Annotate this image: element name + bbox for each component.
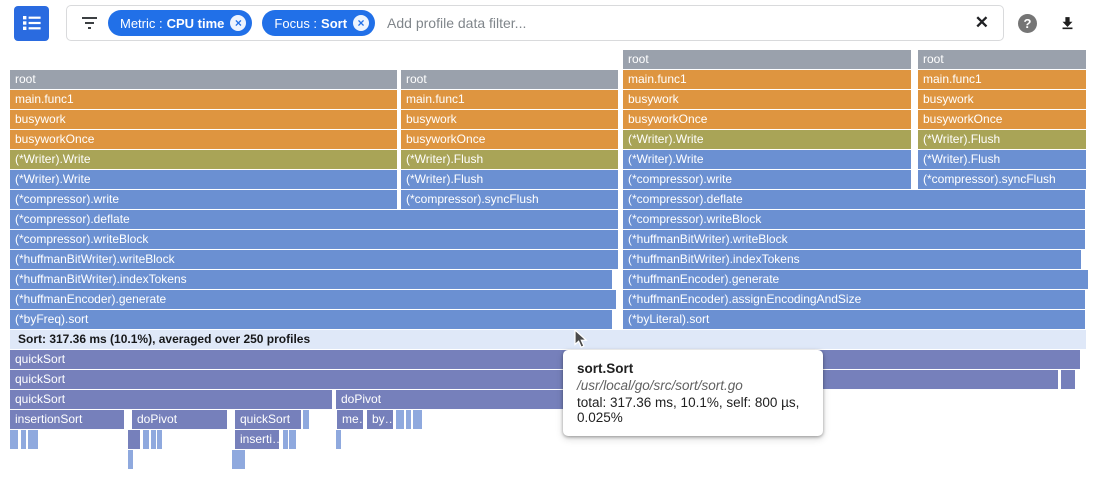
- flame-frame[interactable]: [1061, 370, 1075, 389]
- flame-frame[interactable]: main.func1: [10, 90, 397, 109]
- filter-bar[interactable]: Metric : CPU time × Focus : Sort × ✕: [66, 5, 1004, 41]
- filter-list-icon: [81, 16, 98, 30]
- flame-frame[interactable]: busywork: [918, 90, 1086, 109]
- flame-frame[interactable]: (*byFreq).sort: [10, 310, 612, 329]
- flame-frame[interactable]: doPivot: [132, 410, 227, 429]
- flame-frame[interactable]: busywork: [623, 90, 911, 109]
- flame-frame[interactable]: (*Writer).Write: [10, 170, 397, 189]
- chip-value: CPU time: [166, 15, 225, 31]
- flame-frame[interactable]: main.func1: [918, 70, 1086, 89]
- flame-frame[interactable]: quickSort: [10, 350, 1080, 369]
- flame-frame[interactable]: [33, 430, 38, 449]
- flame-frame[interactable]: [406, 410, 411, 429]
- toolbar: Metric : CPU time × Focus : Sort × ✕ ?: [0, 0, 1096, 46]
- flame-frame[interactable]: inserti…: [235, 430, 279, 449]
- chip-prefix: Metric :: [120, 15, 163, 31]
- flame-frame[interactable]: [28, 430, 33, 449]
- flame-frame[interactable]: (*Writer).Flush: [918, 150, 1086, 169]
- flame-frame[interactable]: busyworkOnce: [623, 110, 911, 129]
- selected-frame-summary-row[interactable]: Sort: 317.36 ms (10.1%), averaged over 2…: [10, 330, 1086, 349]
- flame-frame[interactable]: [240, 450, 245, 469]
- tooltip-stats: total: 317.36 ms, 10.1%, self: 800 µs, 0…: [577, 395, 800, 425]
- flame-frame[interactable]: [157, 430, 162, 449]
- flame-frame[interactable]: root: [623, 50, 911, 69]
- flame-frame[interactable]: insertionSort: [10, 410, 124, 429]
- flame-frame[interactable]: [417, 410, 422, 429]
- flame-frame[interactable]: [289, 430, 296, 449]
- flame-frame[interactable]: (*compressor).syncFlush: [401, 190, 618, 209]
- flame-frame[interactable]: [143, 430, 149, 449]
- flame-frame[interactable]: (*Writer).Write: [623, 130, 911, 149]
- flame-frame[interactable]: (*Writer).Flush: [918, 130, 1086, 149]
- chip-remove-icon[interactable]: ×: [353, 15, 370, 31]
- frame-tooltip: sort.Sort /usr/local/go/src/sort/sort.go…: [563, 350, 823, 436]
- clear-filters-icon[interactable]: ✕: [974, 13, 989, 32]
- flame-frame[interactable]: [303, 410, 309, 429]
- view-list-icon: [22, 15, 41, 31]
- flame-frame[interactable]: (*compressor).syncFlush: [918, 170, 1086, 189]
- flame-frame[interactable]: (*huffmanBitWriter).writeBlock: [623, 230, 1085, 249]
- flame-frame[interactable]: [128, 450, 133, 469]
- flame-frame[interactable]: (*compressor).deflate: [10, 210, 618, 229]
- flame-frame[interactable]: busyworkOnce: [401, 130, 618, 149]
- flame-frame[interactable]: [10, 430, 18, 449]
- flame-frame[interactable]: (*huffmanBitWriter).indexTokens: [10, 270, 612, 289]
- flame-frame[interactable]: busyworkOnce: [10, 130, 397, 149]
- chip-remove-icon[interactable]: ×: [230, 15, 247, 31]
- flame-frame[interactable]: (*huffmanEncoder).assignEncodingAndSize: [623, 290, 1085, 309]
- mouse-cursor: [574, 328, 588, 354]
- stack-list-toggle-button[interactable]: [14, 5, 49, 41]
- flame-frame[interactable]: (*compressor).writeBlock: [623, 210, 1085, 229]
- flame-frame[interactable]: (*huffmanEncoder).generate: [623, 270, 1088, 289]
- flame-frame[interactable]: [336, 430, 341, 449]
- flame-frame[interactable]: [21, 430, 26, 449]
- flame-frame[interactable]: busyworkOnce: [918, 110, 1086, 129]
- flame-frame[interactable]: (*compressor).writeBlock: [10, 230, 618, 249]
- flame-frame[interactable]: quickSort: [10, 390, 332, 409]
- flame-frame[interactable]: (*Writer).Write: [10, 150, 397, 169]
- flame-frame[interactable]: [232, 450, 237, 469]
- flame-frame[interactable]: [283, 430, 288, 449]
- flame-frame[interactable]: busywork: [401, 110, 618, 129]
- filter-input[interactable]: [385, 10, 971, 36]
- download-icon[interactable]: [1059, 15, 1076, 32]
- flame-frame[interactable]: quickSort: [10, 370, 1058, 389]
- flame-frame[interactable]: main.func1: [401, 90, 618, 109]
- flame-frame[interactable]: by…: [367, 410, 393, 429]
- flame-frame[interactable]: (*Writer).Flush: [401, 170, 618, 189]
- chip-prefix: Focus :: [274, 15, 318, 31]
- flame-frame[interactable]: [236, 450, 241, 469]
- flame-frame[interactable]: root: [918, 50, 1086, 69]
- flame-frame[interactable]: main.func1: [623, 70, 911, 89]
- flame-frame[interactable]: (*compressor).deflate: [623, 190, 1085, 209]
- flame-frame[interactable]: (*byLiteral).sort: [623, 310, 1085, 329]
- filter-chip-focus[interactable]: Focus : Sort ×: [262, 10, 376, 36]
- flame-frame[interactable]: [396, 410, 404, 429]
- tooltip-function-name: sort.Sort: [577, 361, 634, 376]
- tooltip-source-path: /usr/local/go/src/sort/sort.go: [577, 378, 743, 393]
- flame-frame[interactable]: busywork: [10, 110, 397, 129]
- flame-frame[interactable]: root: [401, 70, 618, 89]
- help-icon[interactable]: ?: [1018, 13, 1037, 33]
- flame-frame[interactable]: (*huffmanBitWriter).indexTokens: [623, 250, 1081, 269]
- flame-frame[interactable]: root: [10, 70, 397, 89]
- flame-frame[interactable]: (*Writer).Flush: [401, 150, 618, 169]
- flame-frame[interactable]: (*compressor).write: [10, 190, 397, 209]
- flame-frame[interactable]: me…: [337, 410, 363, 429]
- flame-frame[interactable]: [151, 430, 156, 449]
- filter-chip-metric[interactable]: Metric : CPU time ×: [108, 10, 253, 36]
- flame-frame[interactable]: (*Writer).Write: [623, 150, 911, 169]
- flame-frame[interactable]: [128, 430, 140, 449]
- flame-frame[interactable]: (*compressor).write: [623, 170, 911, 189]
- flame-frame[interactable]: [413, 410, 418, 429]
- chip-value: Sort: [321, 15, 348, 31]
- flame-frame[interactable]: (*huffmanEncoder).generate: [10, 290, 616, 309]
- flame-frame[interactable]: (*huffmanBitWriter).writeBlock: [10, 250, 618, 269]
- flame-frame[interactable]: quickSort: [235, 410, 301, 429]
